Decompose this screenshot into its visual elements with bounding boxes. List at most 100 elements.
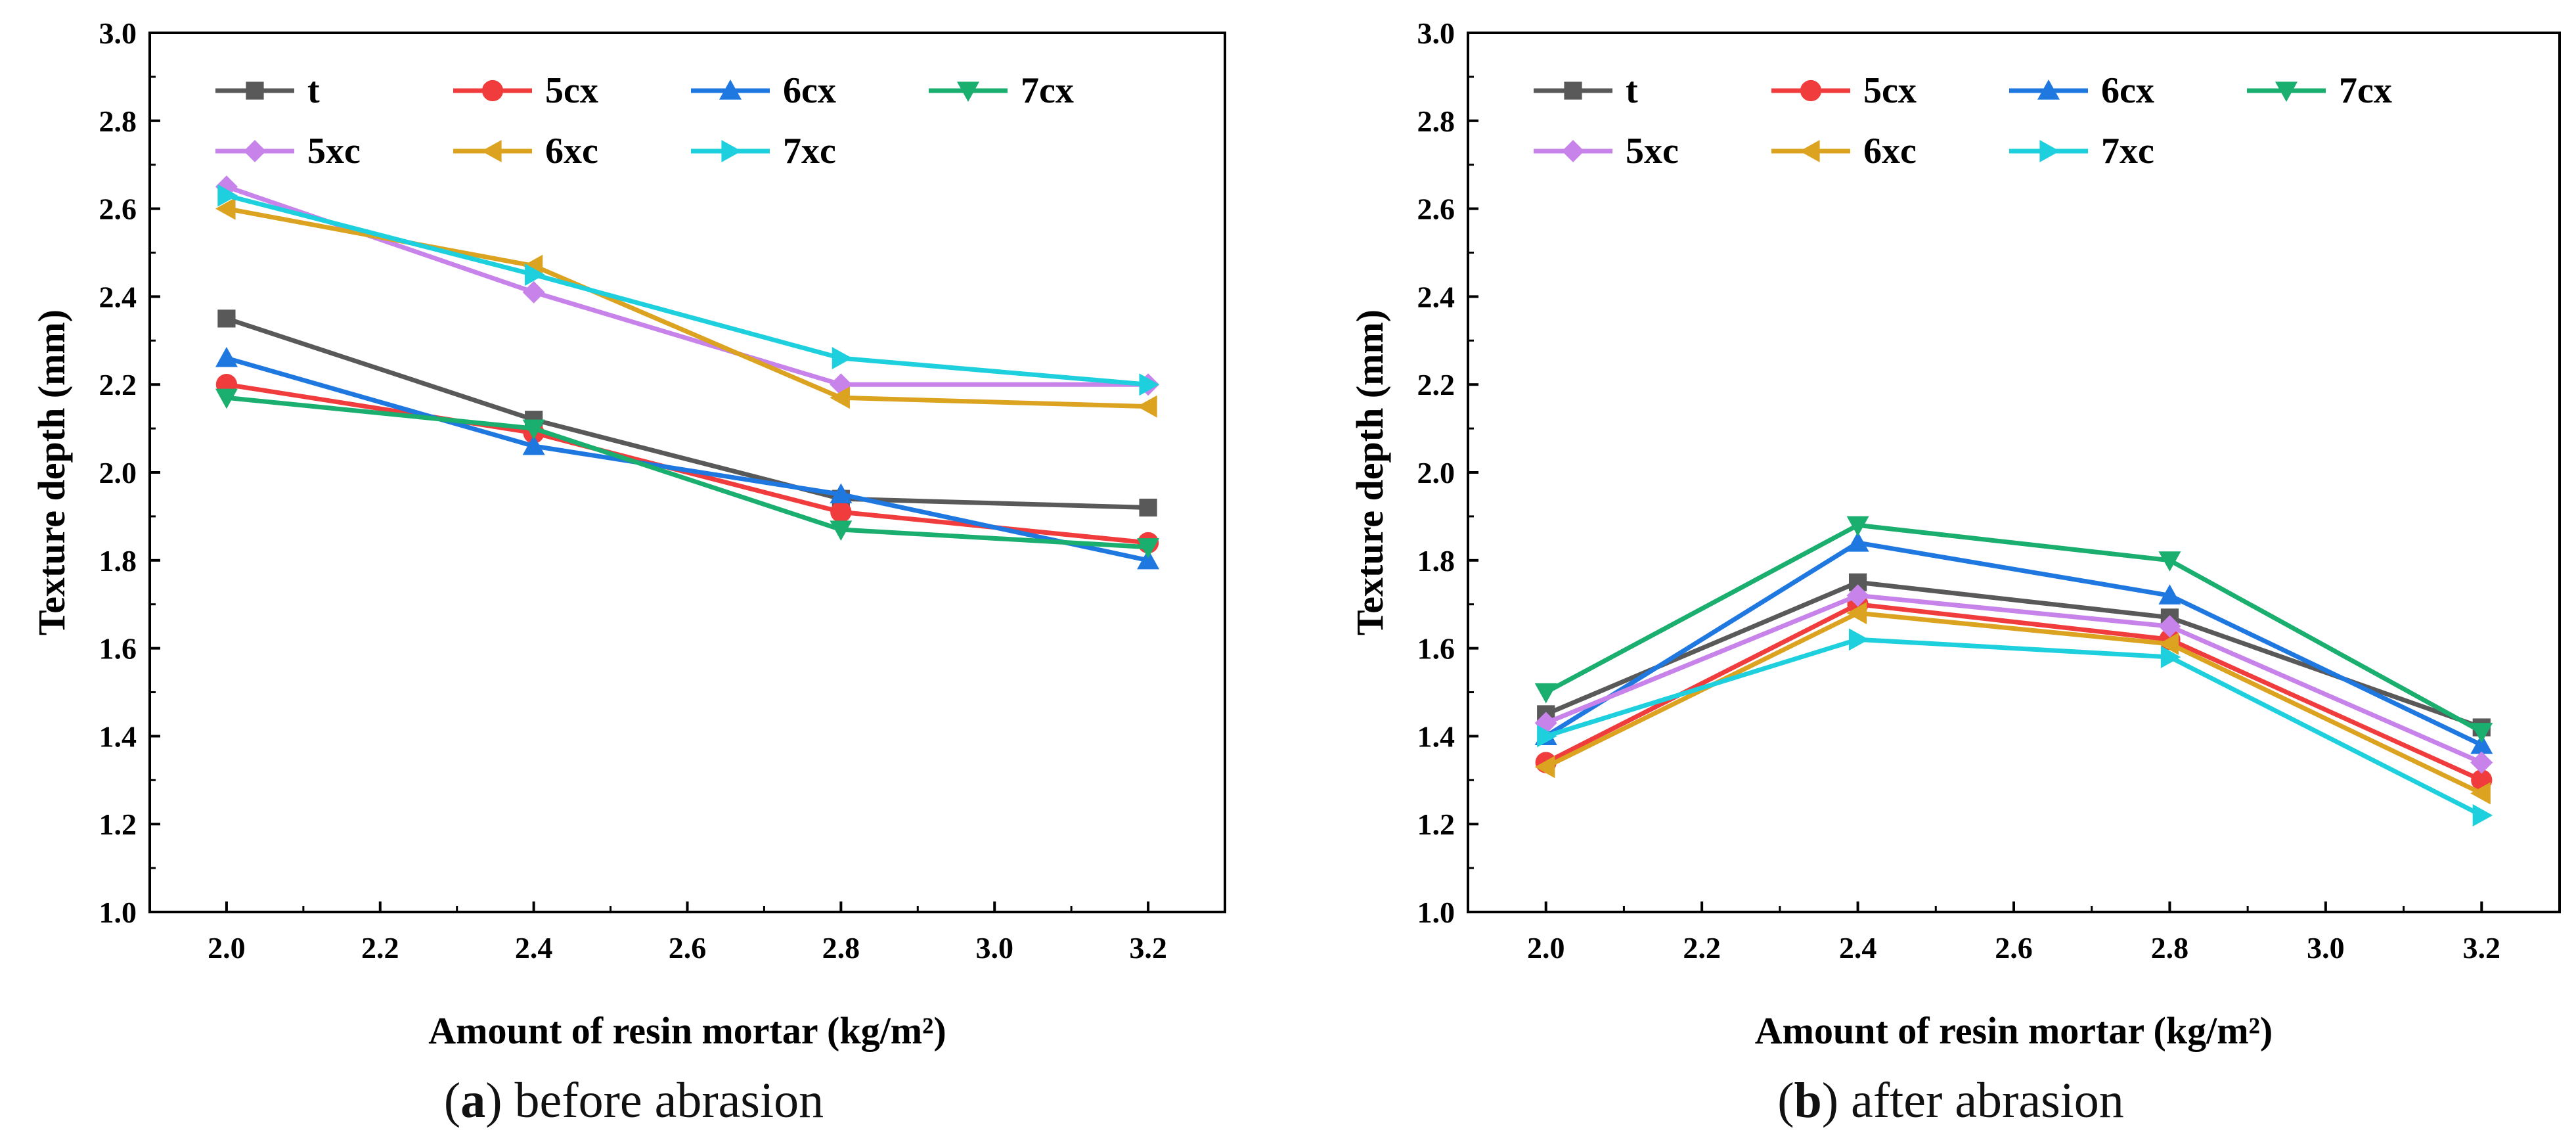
x-tick-label: 2.6: [669, 931, 707, 965]
data-point-5xc: [522, 281, 545, 304]
data-point-7cx: [2158, 551, 2181, 572]
x-tick-label: 3.2: [2463, 931, 2501, 965]
data-point-6xc: [2158, 632, 2179, 655]
data-point-6cx: [1137, 549, 1160, 570]
data-point-6xc: [830, 386, 850, 409]
legend-marker-5xc: [1562, 140, 1584, 162]
y-tick-label: 1.8: [99, 544, 137, 578]
y-tick-label: 3.0: [99, 16, 137, 50]
data-point-t: [1139, 498, 1157, 517]
caption-a: (a) before abrasion: [443, 1073, 824, 1128]
chart-panel-a: 1.0 1.2 1.4 1.6 1.8 2.0 2.2 2.4 2.6 2.8 3.0 2.0 2.2 2…: [30, 16, 1226, 1052]
x-tick-label: 2.4: [515, 931, 553, 965]
data-point-7xc: [832, 347, 853, 370]
y-tick-label: 1.4: [1417, 719, 1455, 753]
legend-marker-5cx: [481, 80, 504, 102]
series-line-7xc: [1545, 637, 2483, 817]
y-tick-label: 1.0: [1417, 896, 1455, 929]
data-point-7cx: [2470, 723, 2493, 743]
data-point-6cx: [830, 483, 853, 504]
data-point-5xc: [2470, 751, 2493, 774]
data-point-7xc: [2160, 645, 2181, 668]
data-point-6cx: [215, 347, 238, 367]
y-axis-label: Texture depth (mm): [30, 309, 73, 635]
data-point-7cx: [830, 520, 853, 541]
x-tick-label: 2.8: [2151, 931, 2189, 965]
y-tick-label: 2.6: [1417, 193, 1455, 226]
series-6cx: [1534, 532, 2493, 754]
y-tick-label: 2.0: [99, 456, 137, 490]
legend-label-5xc: 5xc: [1626, 131, 1679, 171]
legend-label-5xc: 5xc: [307, 131, 361, 171]
y-tick-label: 1.6: [1417, 632, 1455, 666]
data-point-6cx: [2470, 733, 2493, 754]
y-tick-label: 3.0: [1417, 16, 1455, 50]
x-tick-label: 2.0: [208, 931, 246, 965]
data-point-6cx: [1846, 532, 1869, 552]
legend-marker-t: [246, 81, 264, 100]
data-point-7cx: [1846, 516, 1869, 537]
y-tick-label: 2.4: [99, 280, 137, 313]
series-7cx: [1534, 516, 2493, 743]
y-tick-label: 1.0: [99, 896, 137, 929]
series-line-6cx: [1544, 540, 2483, 747]
legend-marker-7xc: [721, 140, 742, 162]
x-tick-label: 2.0: [1527, 931, 1565, 965]
series-line-6cx: [225, 355, 1149, 563]
data-point-7xc: [1139, 373, 1160, 396]
series-line-5cx: [226, 382, 1149, 545]
caption-a-letter: a: [460, 1073, 486, 1128]
y-tick-label: 2.0: [1417, 456, 1455, 490]
legend-label-6xc: 6xc: [545, 131, 598, 171]
x-tick-label: 3.2: [1129, 931, 1167, 965]
data-point-7xc: [2472, 804, 2493, 827]
y-tick-label: 1.2: [1417, 808, 1455, 841]
data-point-6xc: [1846, 602, 1867, 625]
series-line-7cx: [226, 395, 1149, 550]
legend-marker-5cx: [1800, 80, 1822, 102]
legend-label-6xc: 6xc: [1863, 131, 1917, 171]
x-axis-label: Amount of resin mortar (kg/m²): [428, 1009, 946, 1052]
data-point-6cx: [2158, 584, 2181, 604]
series-7cx: [215, 388, 1160, 559]
data-point-7xc: [217, 184, 238, 207]
data-point-5xc: [2158, 615, 2181, 638]
data-point-7cx: [522, 419, 545, 440]
legend-label-t: t: [1626, 70, 1638, 111]
data-point-6cx: [522, 434, 545, 455]
series-line-t: [225, 316, 1149, 511]
data-point-5xc: [1846, 584, 1869, 607]
legend-marker-6xc: [1800, 140, 1820, 162]
data-point-7xc: [1848, 628, 1869, 651]
y-tick-label: 2.2: [1417, 368, 1455, 401]
data-point-6xc: [2470, 782, 2491, 805]
legend-label-7cx: 7cx: [1021, 70, 1074, 111]
legend-marker-6xc: [481, 140, 502, 162]
y-tick-label: 2.4: [1417, 280, 1455, 313]
x-axis-label: Amount of resin mortar (kg/m²): [1755, 1009, 2273, 1052]
legend: t 5cx 6cx 7cx 5xc 6xc 7xc: [1534, 70, 2392, 171]
data-point-7cx: [1534, 683, 1557, 704]
legend-marker-6cx: [2037, 80, 2060, 100]
data-point-7xc: [525, 263, 545, 286]
data-point-7xc: [1537, 725, 1557, 748]
y-tick-label: 2.8: [99, 104, 137, 138]
legend: t 5cx 6cx 7cx 5xc 6xc 7xc: [215, 70, 1074, 171]
legend-marker-7cx: [2275, 81, 2298, 102]
y-tick-label: 1.6: [99, 632, 137, 666]
legend-label-t: t: [307, 70, 320, 111]
legend-label-6cx: 6cx: [2101, 70, 2154, 111]
y-tick-label: 1.4: [99, 719, 137, 753]
x-tick-label: 2.2: [361, 931, 399, 965]
data-point-6xc: [1534, 756, 1555, 779]
series-line-6xc: [226, 206, 1149, 409]
series-line-5cx: [1545, 602, 2483, 783]
series-7xc: [1537, 628, 2493, 827]
series-line-7cx: [1545, 522, 2483, 734]
legend-label-6cx: 6cx: [783, 70, 836, 111]
x-tick-label: 2.6: [1995, 931, 2033, 965]
legend-label-7cx: 7cx: [2339, 70, 2392, 111]
legend-marker-6cx: [719, 80, 742, 100]
legend-label-7xc: 7xc: [2101, 131, 2154, 171]
y-tick-label: 2.6: [99, 193, 137, 226]
